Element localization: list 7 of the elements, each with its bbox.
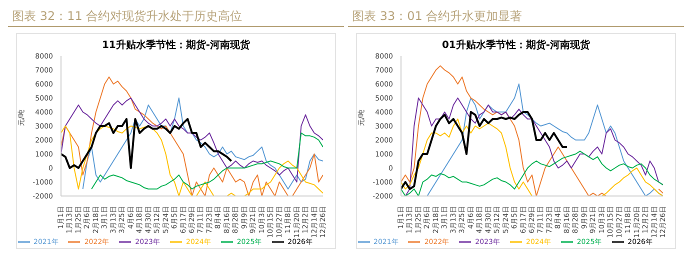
chart-subtitle: 11升贴水季节性：期货-河南现货 [100,38,252,52]
chart-title: 图表 32：11 合约对现货升水处于历史高位 [8,8,344,27]
chart-subtitle: 01升贴水季节性：期货-河南现货 [440,38,592,52]
line-series [401,111,568,190]
line-series [91,132,323,190]
line-series [61,118,232,169]
chart-title: 图表 33：01 合约升水更加显著 [348,8,684,27]
